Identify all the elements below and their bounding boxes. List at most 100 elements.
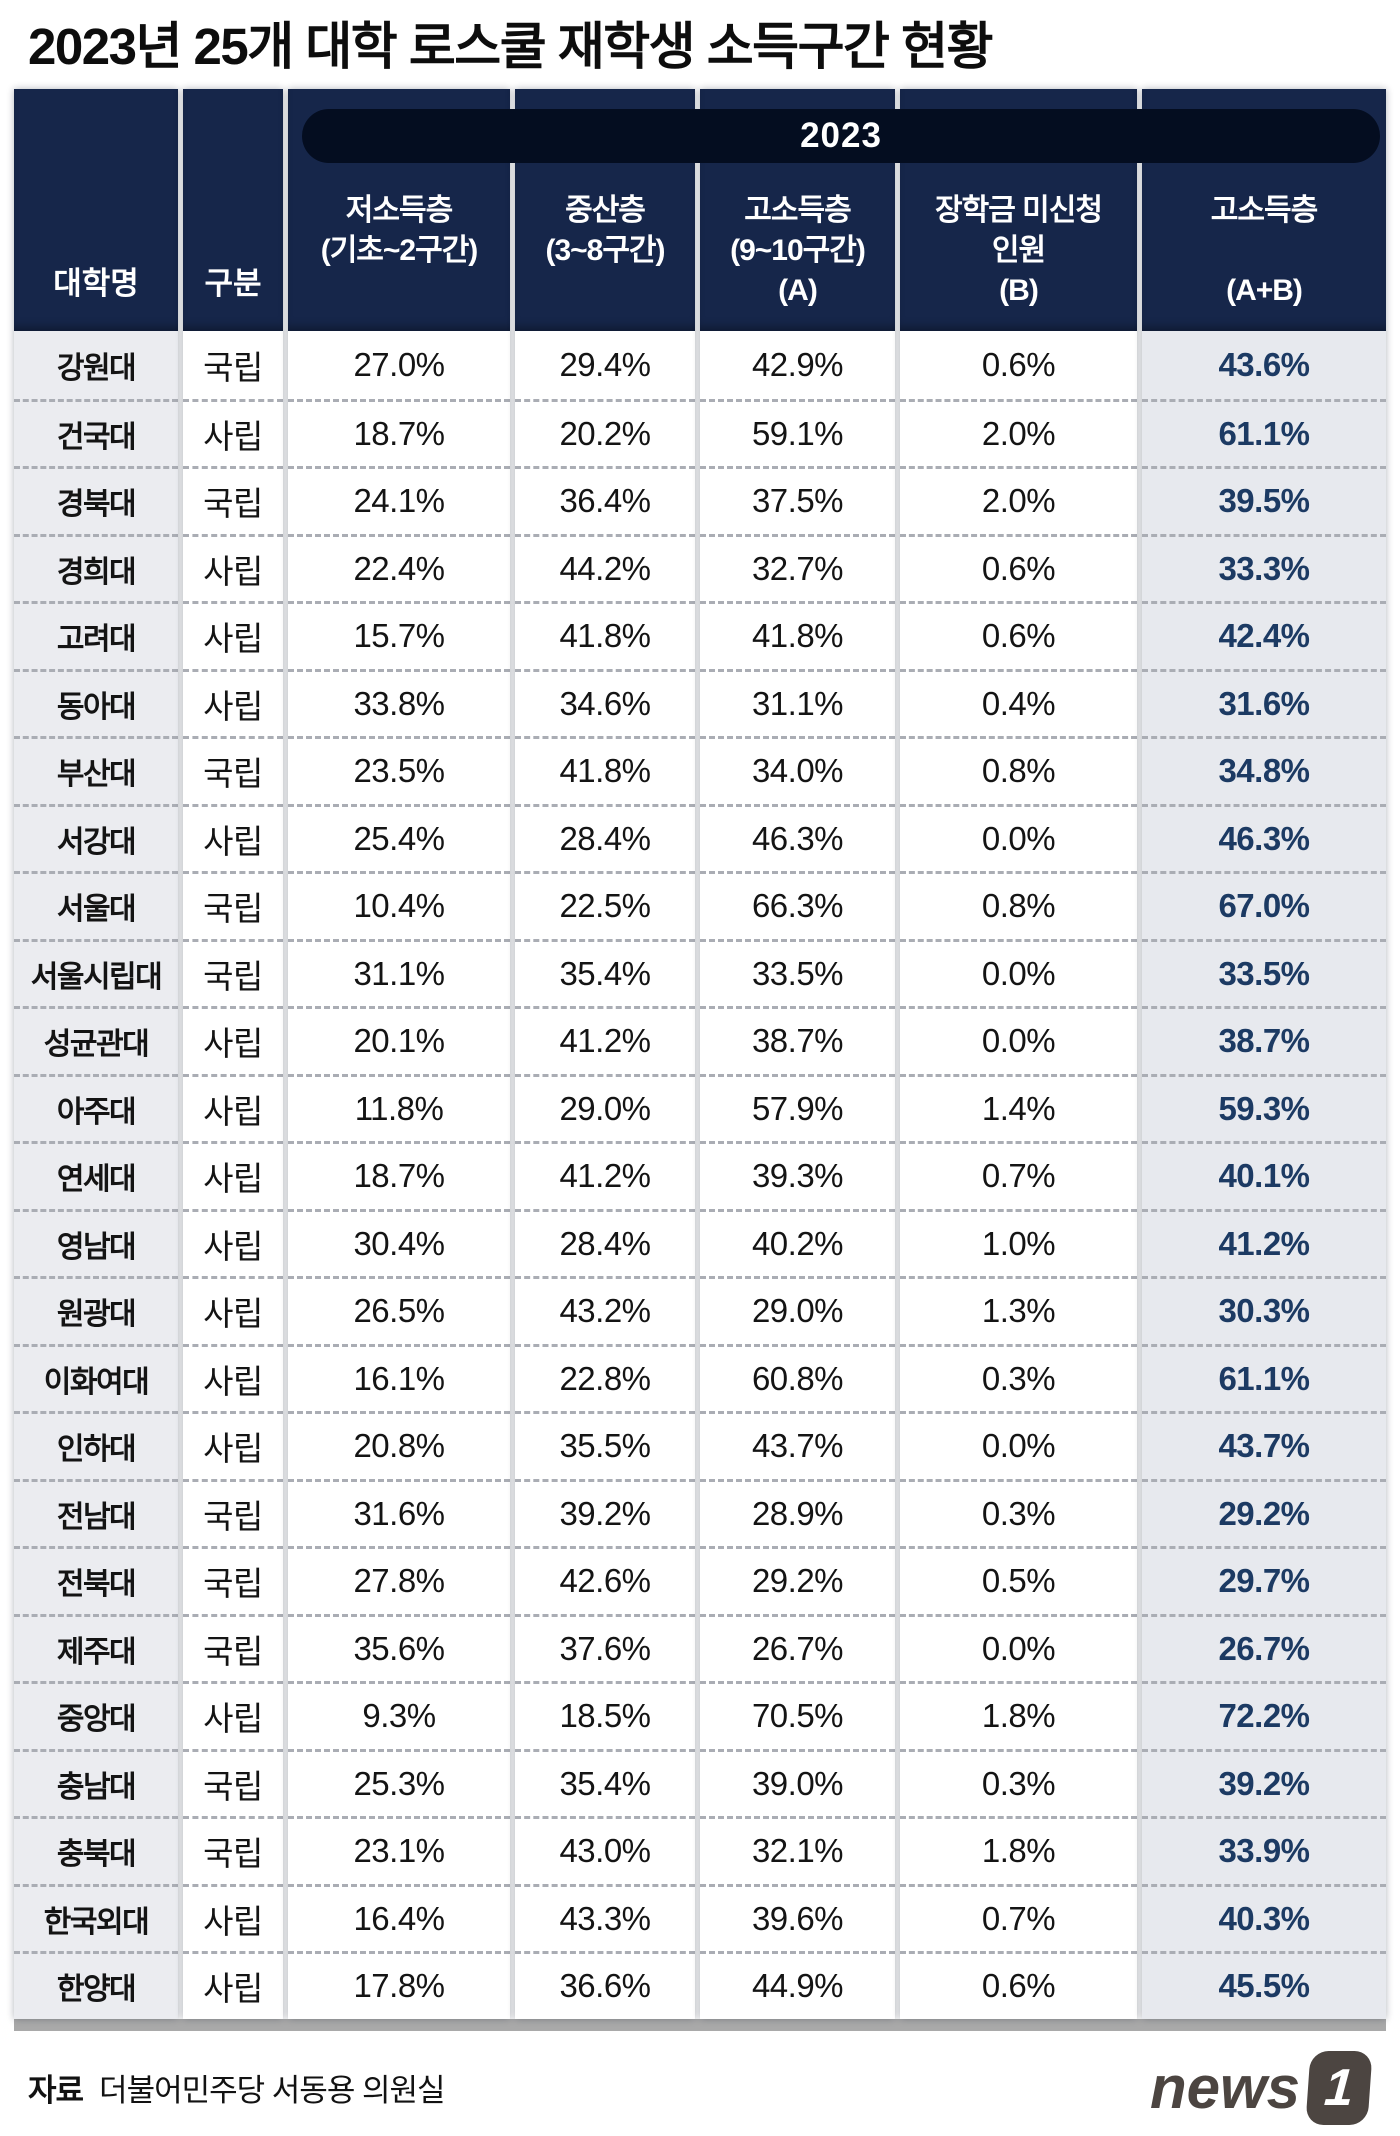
cell-high-income-total: 46.3% [1142, 803, 1386, 872]
cell-middle-income: 28.4% [515, 1208, 695, 1277]
column-header-high-income-total-tag: (A+B) [1226, 274, 1303, 308]
column-cells-high-income-total: 43.6% 61.1% 39.5% 33.3% 42.4% 31.6% 34.8% 46.3%… [1142, 331, 1386, 2019]
data-table: 2023 대학명 강원대 건국대 경북대 경희대 고려대 동아대 부산대 서강대 서울대 서울시립… [14, 89, 1386, 2019]
cell-scholarship-no-apply: 1.4% [900, 1073, 1137, 1142]
cell-low-income: 16.1% [288, 1343, 510, 1412]
cell-low-income: 17.8% [288, 1951, 510, 2019]
cell-high-income: 33.5% [700, 938, 895, 1007]
cell-scholarship-no-apply: 1.0% [900, 1208, 1137, 1277]
cell-high-income-total: 43.6% [1142, 331, 1386, 399]
cell-high-income: 34.0% [700, 736, 895, 804]
cell-middle-income: 37.6% [515, 1613, 695, 1682]
cell-middle-income: 28.4% [515, 803, 695, 872]
cell-high-income-total: 34.8% [1142, 736, 1386, 804]
column-low-income: 저소득층 (기초~2구간) 27.0% 18.7% 24.1% 22.4% 15.7% 3… [288, 89, 510, 2019]
cell-university: 아주대 [14, 1073, 178, 1142]
cell-university: 건국대 [14, 398, 178, 467]
cell-low-income: 27.8% [288, 1546, 510, 1614]
cell-high-income: 39.3% [700, 1141, 895, 1209]
cell-high-income-total: 72.2% [1142, 1681, 1386, 1749]
column-header-middle-income-tag [515, 271, 695, 311]
cell-high-income-total: 30.3% [1142, 1276, 1386, 1344]
column-cells-type: 국립 사립 국립 사립 사립 사립 국립 사립 국립 국립 사립 사립 사립 사립 사립 사립 사립 국립 국립 국립… [183, 331, 283, 2019]
cell-university: 경희대 [14, 533, 178, 602]
cell-low-income: 24.1% [288, 466, 510, 534]
cell-university: 인하대 [14, 1411, 178, 1479]
cell-type: 국립 [183, 736, 283, 804]
cell-high-income: 38.7% [700, 1006, 895, 1074]
cell-low-income: 30.4% [288, 1208, 510, 1277]
cell-type: 사립 [183, 803, 283, 872]
column-high-income-total: 고소득층 (A+B) 43.6% 61.1% 39.5% 33.3% 42.4% 31.6… [1142, 89, 1386, 2019]
cell-high-income: 42.9% [700, 331, 895, 399]
cell-scholarship-no-apply: 0.7% [900, 1883, 1137, 1952]
cell-scholarship-no-apply: 2.0% [900, 398, 1137, 467]
cell-university: 중앙대 [14, 1681, 178, 1749]
cell-scholarship-no-apply: 0.7% [900, 1141, 1137, 1209]
column-header-low-income-sub: (기초~2구간) [320, 234, 479, 268]
cell-middle-income: 42.6% [515, 1546, 695, 1614]
cell-high-income: 39.0% [700, 1748, 895, 1817]
cell-high-income: 41.8% [700, 601, 895, 669]
column-header-high-income-total-sub [1142, 231, 1386, 271]
news1-logo-wordmark: news [1149, 2053, 1300, 2121]
cell-university: 충남대 [14, 1748, 178, 1817]
column-header-middle-income-label: 중산층 [565, 194, 646, 228]
cell-type: 사립 [183, 1073, 283, 1142]
cell-high-income-total: 61.1% [1142, 1343, 1386, 1412]
cell-university: 영남대 [14, 1208, 178, 1277]
cell-scholarship-no-apply: 0.0% [900, 1613, 1137, 1682]
cell-high-income-total: 40.3% [1142, 1883, 1386, 1952]
cell-type: 국립 [183, 1478, 283, 1547]
cell-type: 사립 [183, 1883, 283, 1952]
column-header-type: 구분 [183, 89, 283, 332]
column-header-middle-income-sub: (3~8구간) [545, 234, 665, 268]
cell-low-income: 18.7% [288, 1141, 510, 1209]
column-header-scholarship-no-apply-label: 장학금 미신청 [935, 194, 1103, 228]
cell-high-income: 28.9% [700, 1478, 895, 1547]
cell-high-income-total: 59.3% [1142, 1073, 1386, 1142]
cell-university: 동아대 [14, 668, 178, 737]
cell-university: 전북대 [14, 1546, 178, 1614]
cell-high-income: 57.9% [700, 1073, 895, 1142]
cell-type: 국립 [183, 331, 283, 399]
cell-university: 원광대 [14, 1276, 178, 1344]
cell-middle-income: 29.4% [515, 331, 695, 399]
cell-high-income-total: 39.2% [1142, 1748, 1386, 1817]
column-cells-high-income: 42.9% 59.1% 37.5% 32.7% 41.8% 31.1% 34.0% 46.3%… [700, 331, 895, 2019]
cell-low-income: 15.7% [288, 601, 510, 669]
cell-middle-income: 43.2% [515, 1276, 695, 1344]
cell-type: 사립 [183, 1681, 283, 1749]
cell-middle-income: 44.2% [515, 533, 695, 602]
cell-low-income: 23.1% [288, 1816, 510, 1884]
cell-low-income: 11.8% [288, 1073, 510, 1142]
news1-logo-one-badge: 1 [1305, 2050, 1373, 2125]
source-text: 더불어민주당 서동용 의원실 [99, 2073, 445, 2109]
footer: 자료 더불어민주당 서동용 의원실 news 1 [28, 2050, 1373, 2125]
cell-high-income-total: 33.3% [1142, 533, 1386, 602]
cell-high-income: 26.7% [700, 1613, 895, 1682]
cell-middle-income: 41.8% [515, 601, 695, 669]
cell-type: 국립 [183, 1613, 283, 1682]
cell-type: 사립 [183, 1006, 283, 1074]
cell-university: 이화여대 [14, 1343, 178, 1412]
cell-low-income: 35.6% [288, 1613, 510, 1682]
cell-high-income-total: 38.7% [1142, 1006, 1386, 1074]
year-2023-header: 2023 [302, 109, 1380, 164]
cell-middle-income: 35.4% [515, 1748, 695, 1817]
cell-university: 강원대 [14, 331, 178, 399]
cell-university: 충북대 [14, 1816, 178, 1884]
column-header-high-income-tag: (A) [778, 274, 818, 308]
cell-university: 서강대 [14, 803, 178, 872]
cell-scholarship-no-apply: 0.0% [900, 938, 1137, 1007]
column-header-high-income-total-label: 고소득층 [1210, 194, 1318, 228]
cell-high-income-total: 43.7% [1142, 1411, 1386, 1479]
cell-university: 제주대 [14, 1613, 178, 1682]
cell-scholarship-no-apply: 0.4% [900, 668, 1137, 737]
news1-logo: news 1 [1149, 2050, 1373, 2125]
cell-middle-income: 34.6% [515, 668, 695, 737]
cell-scholarship-no-apply: 0.8% [900, 736, 1137, 804]
column-header-low-income-tag [288, 271, 510, 311]
cell-high-income: 32.1% [700, 1816, 895, 1884]
cell-low-income: 25.3% [288, 1748, 510, 1817]
